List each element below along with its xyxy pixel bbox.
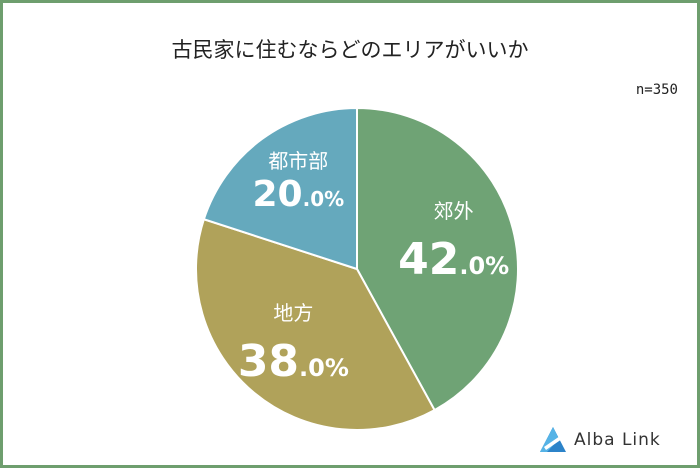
brand-logo: Alba Link xyxy=(538,425,661,455)
pie-slice-city xyxy=(202,106,358,271)
alba-link-logo-icon xyxy=(540,427,566,452)
slice-label-city: 都市部 xyxy=(268,149,328,173)
slice-label-countryside: 地方 xyxy=(273,301,313,325)
pie-slice-countryside xyxy=(195,217,436,431)
slice-value-suburbs: 42.0% xyxy=(398,234,509,285)
slice-value-city: 20.0% xyxy=(252,174,344,215)
chart-title: 古民家に住むならどのエリアがいいか xyxy=(171,38,529,62)
slice-value-countryside: 38.0% xyxy=(238,336,349,387)
sample-size-note: n=350 xyxy=(635,82,678,98)
slice-label-suburbs: 郊外 xyxy=(434,199,474,223)
brand-name: Alba Link xyxy=(574,430,661,450)
pie-slice-suburbs xyxy=(356,106,519,412)
